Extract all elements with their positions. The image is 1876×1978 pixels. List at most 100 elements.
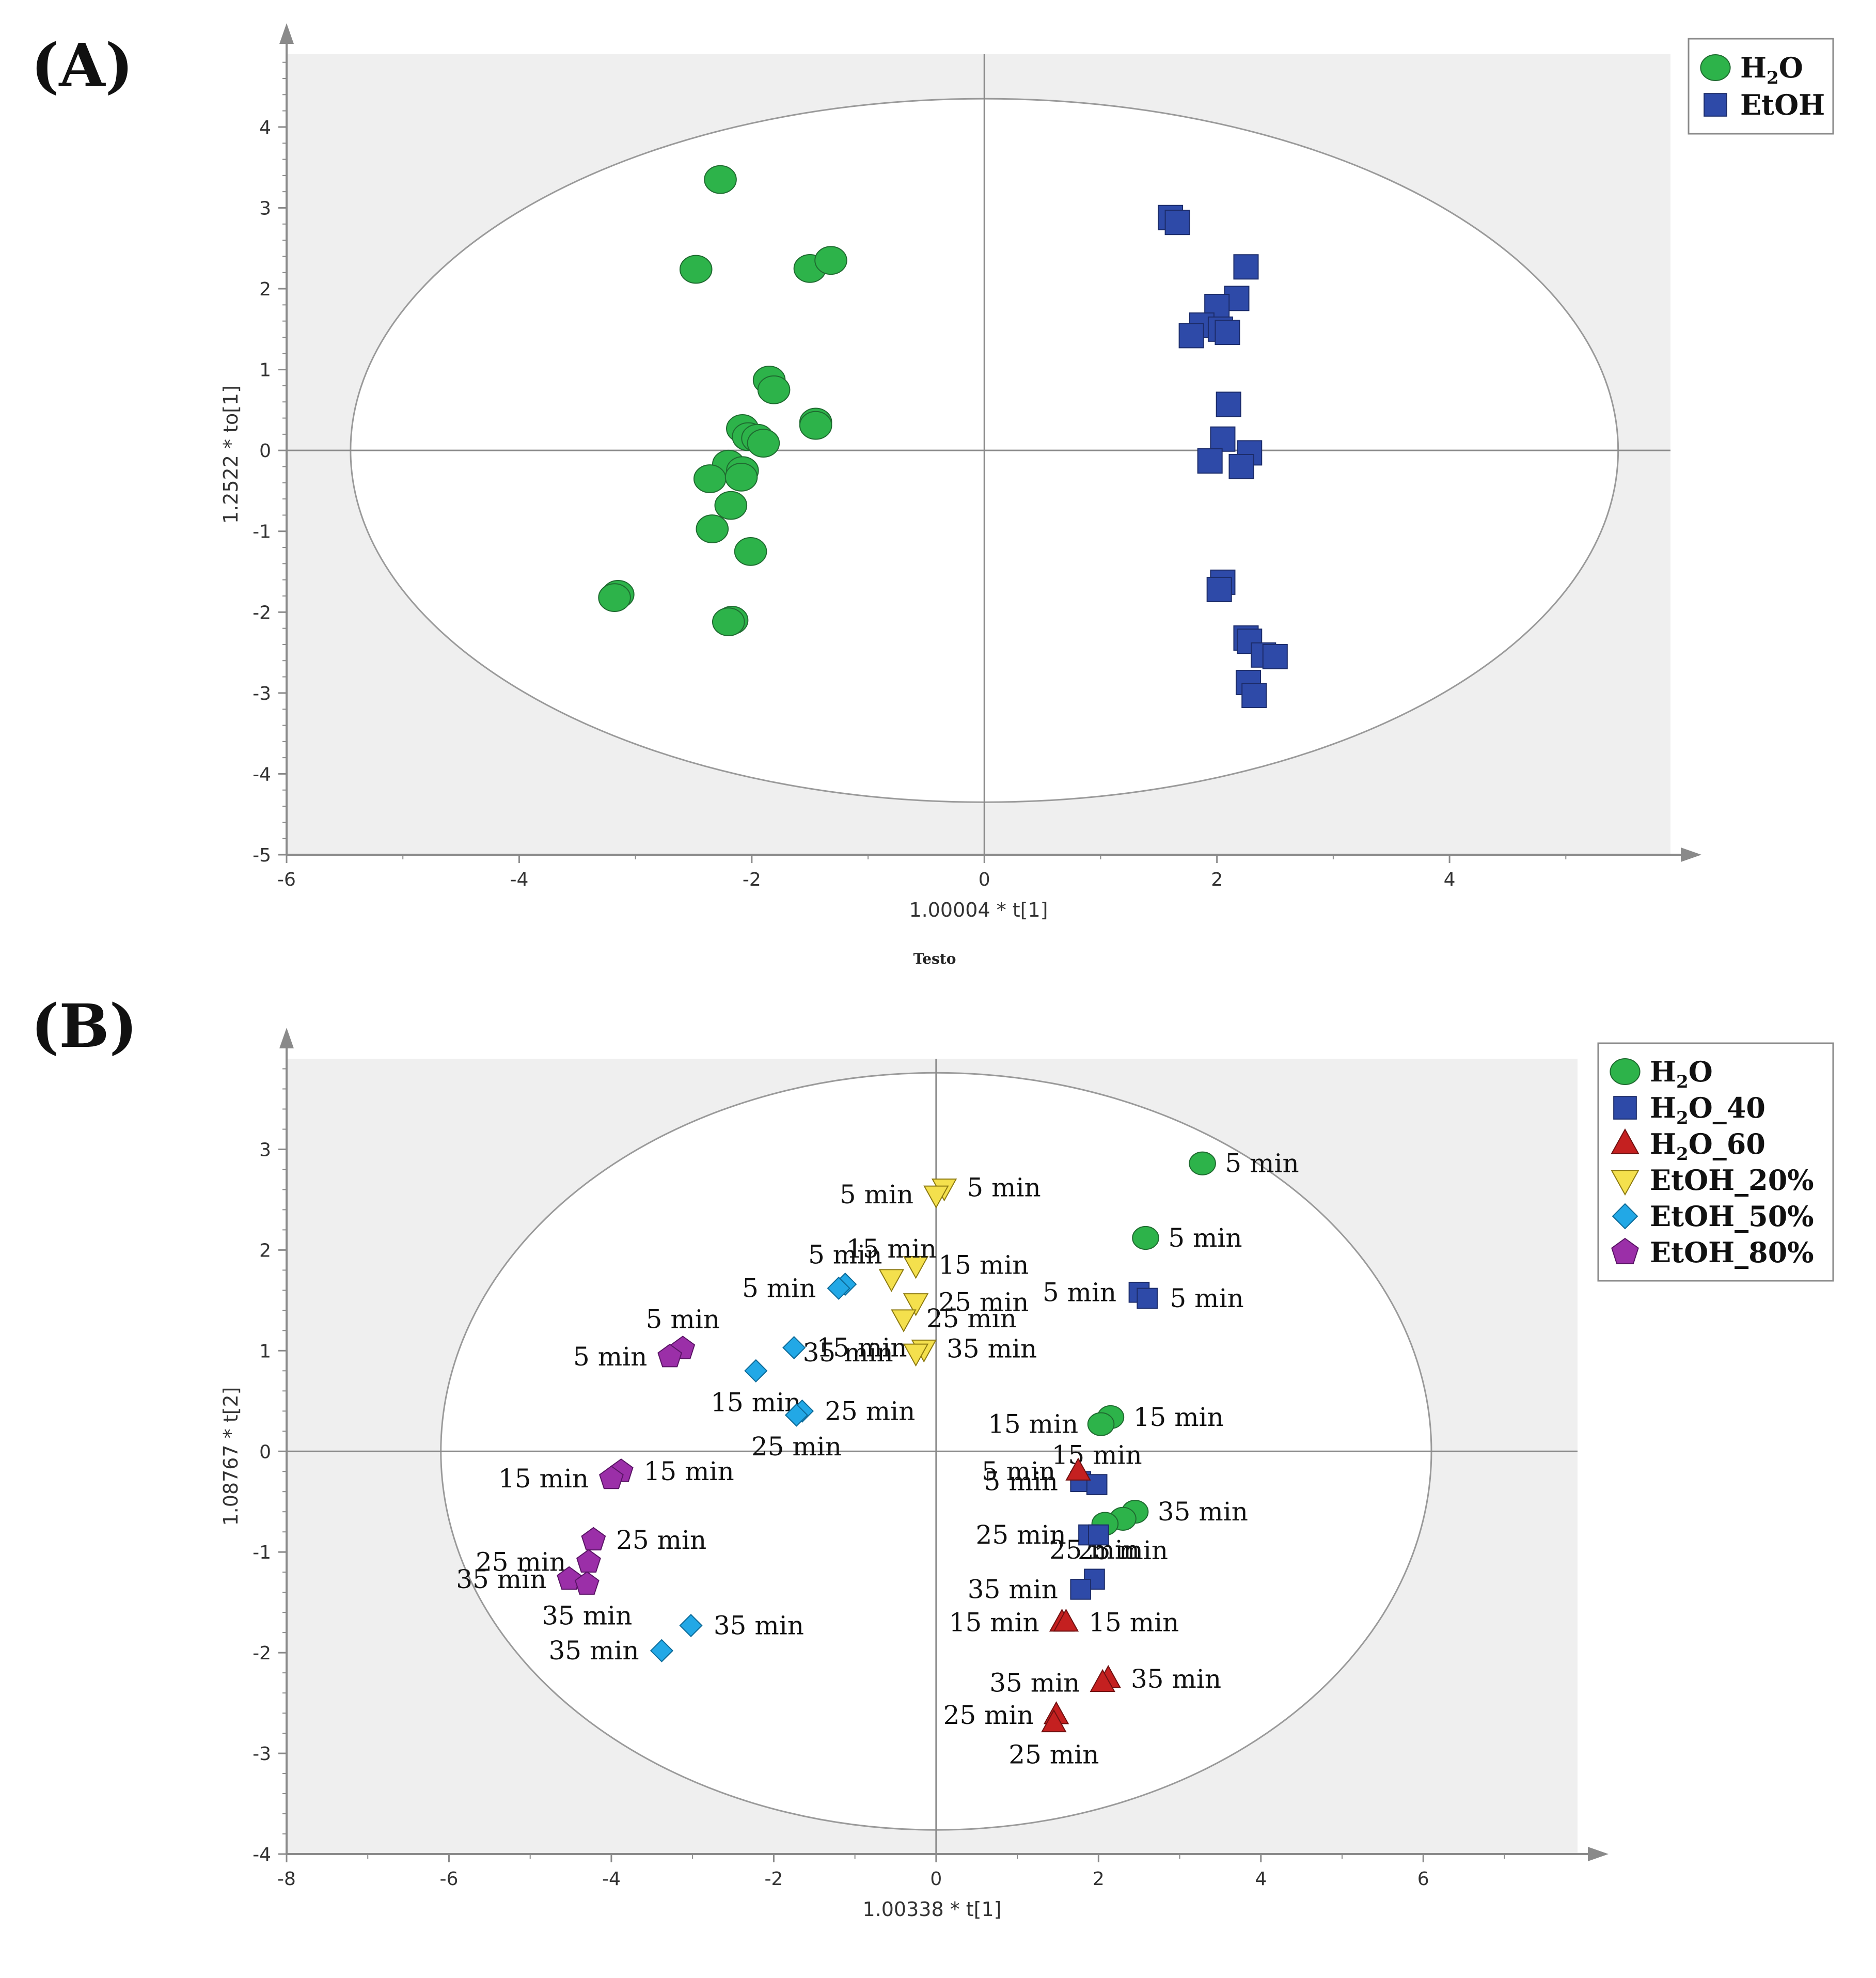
y-tick-label: -3 bbox=[253, 683, 271, 704]
y-axis-title: 1.08767 * t[2] bbox=[219, 1387, 242, 1526]
data-point-h2o-40 bbox=[1070, 1578, 1092, 1600]
legend-entry-etoh-20pct: EtOH_20% bbox=[1650, 1164, 1814, 1197]
x-axis-title: 1.00338 * t[1] bbox=[862, 1898, 1001, 1921]
data-point-etoh-80pct bbox=[574, 1571, 600, 1595]
legend-swatch-h2o bbox=[1700, 54, 1731, 81]
data-point-etoh-50pct bbox=[744, 1359, 768, 1383]
y-tick-label: 2 bbox=[259, 1240, 271, 1261]
data-label: 15 min bbox=[1089, 1608, 1179, 1638]
legend-entry-h2o-60: H2O_60 bbox=[1650, 1127, 1765, 1165]
data-point-etoh bbox=[1206, 576, 1232, 602]
x-axis-arrow bbox=[1681, 847, 1701, 862]
data-point-h2o bbox=[679, 255, 713, 284]
legend-entry-h2o: H2O bbox=[1740, 51, 1803, 88]
data-label: 35 min bbox=[548, 1636, 639, 1666]
data-point-h2o bbox=[704, 165, 737, 194]
data-label: 35 min bbox=[1131, 1664, 1221, 1694]
data-point-h2o-40 bbox=[1137, 1288, 1158, 1309]
series-h2o bbox=[598, 165, 847, 636]
y-tick-label: -2 bbox=[253, 1643, 271, 1664]
y-tick-label: -1 bbox=[253, 1542, 271, 1563]
y-tick-label: -3 bbox=[253, 1744, 271, 1765]
data-point-etoh bbox=[1164, 210, 1190, 236]
data-label: 5 min bbox=[742, 1273, 816, 1303]
data-point-etoh-20pct bbox=[903, 1256, 929, 1279]
data-label: 25 min bbox=[943, 1700, 1034, 1730]
data-point-etoh-50pct bbox=[650, 1639, 673, 1662]
data-point-etoh bbox=[1241, 683, 1267, 709]
data-point-etoh-50pct bbox=[782, 1336, 806, 1360]
y-tick-label: 1 bbox=[259, 360, 271, 381]
legend-entry-h2o-40: H2O_40 bbox=[1650, 1091, 1765, 1128]
series-etoh bbox=[1158, 205, 1288, 709]
data-point-etoh bbox=[1262, 643, 1288, 669]
data-label: 15 min bbox=[988, 1409, 1078, 1439]
data-point-etoh bbox=[1216, 391, 1241, 417]
legend-box bbox=[1597, 1042, 1834, 1282]
data-label: 35 min bbox=[968, 1574, 1058, 1604]
y-tick-label: 0 bbox=[259, 1441, 271, 1463]
x-tick-label: 4 bbox=[1444, 869, 1456, 890]
legend-swatch-etoh-80pct bbox=[1611, 1237, 1639, 1264]
data-label: 35 min bbox=[947, 1333, 1037, 1363]
data-label: 15 min bbox=[846, 1234, 937, 1264]
y-axis-title: 1.2522 * to[1] bbox=[219, 385, 242, 524]
data-label: 5 min bbox=[840, 1180, 913, 1210]
data-point-h2o bbox=[693, 464, 727, 493]
panel-b-plot: -8 -6 -4 -2 0 2 4 6 -4 -3 -2 -1 0 1 2 3 1.00338 * t[1] 1.… bbox=[219, 1028, 1834, 1921]
data-label: 25 min bbox=[825, 1396, 915, 1426]
y-tick-label: -1 bbox=[253, 522, 271, 543]
data-label: 5 min bbox=[808, 1240, 882, 1270]
y-tick-label: 4 bbox=[259, 117, 271, 138]
data-point-h2o-40 bbox=[1086, 1474, 1108, 1495]
x-tick-label: 2 bbox=[1211, 869, 1223, 890]
data-label: 15 min bbox=[817, 1332, 907, 1362]
data-point-etoh-80pct bbox=[657, 1343, 683, 1368]
x-axis-title: 1.00004 * t[1] bbox=[909, 899, 1048, 921]
data-point-h2o bbox=[1132, 1226, 1159, 1250]
y-tick-label: 3 bbox=[259, 1139, 271, 1160]
data-label: 35 min bbox=[1158, 1497, 1248, 1527]
x-tick-label: -4 bbox=[510, 869, 528, 890]
legend-entry-etoh: EtOH bbox=[1740, 88, 1825, 121]
y-axis-arrow bbox=[279, 23, 294, 44]
x-tick-label: -8 bbox=[277, 1869, 296, 1890]
legend-entry-etoh-80pct: EtOH_80% bbox=[1650, 1236, 1814, 1269]
data-label: 15 min bbox=[1052, 1440, 1142, 1470]
data-point-etoh bbox=[1228, 453, 1254, 480]
data-label: 5 min bbox=[573, 1342, 647, 1372]
data-point-h2o-60 bbox=[1090, 1669, 1115, 1692]
y-tick-label: -2 bbox=[253, 602, 271, 623]
data-point-etoh-50pct bbox=[679, 1613, 703, 1638]
data-point-etoh-50pct bbox=[827, 1276, 850, 1300]
y-tick-label: 1 bbox=[259, 1341, 271, 1362]
data-label: 25 min bbox=[1008, 1740, 1099, 1770]
data-label: 5 min bbox=[982, 1456, 1055, 1486]
x-tick-label: 0 bbox=[979, 869, 990, 890]
data-label: 5 min bbox=[1168, 1223, 1242, 1253]
x-tick-label: 2 bbox=[1093, 1869, 1105, 1890]
data-label: 5 min bbox=[1225, 1149, 1299, 1179]
legend-swatch-etoh-20pct bbox=[1611, 1170, 1639, 1196]
data-label: 25 min bbox=[938, 1288, 1029, 1317]
x-tick-label: -4 bbox=[602, 1869, 621, 1890]
y-tick-label: 0 bbox=[259, 441, 271, 462]
x-tick-label: 0 bbox=[930, 1869, 942, 1890]
data-point-etoh bbox=[1215, 320, 1240, 346]
data-point-etoh-20pct bbox=[923, 1185, 949, 1209]
data-label: 5 min bbox=[1170, 1283, 1243, 1313]
data-point-h2o bbox=[1087, 1412, 1115, 1436]
data-label: 5 min bbox=[984, 1467, 1058, 1497]
data-point-etoh-80pct bbox=[557, 1566, 582, 1590]
y-tick-label: 2 bbox=[259, 279, 271, 300]
data-label: 15 min bbox=[711, 1387, 801, 1417]
